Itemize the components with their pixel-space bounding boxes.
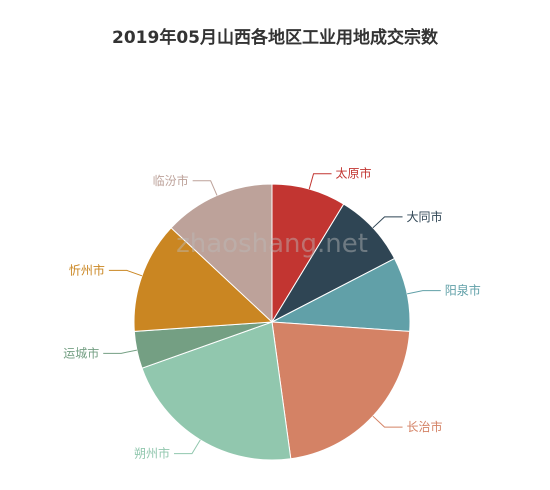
pie-label-line-6 (108, 269, 143, 277)
pie-label-0: 太原市 (336, 166, 372, 181)
chart-title: 2019年05月山西各地区工业用地成交宗数 (112, 27, 439, 48)
pie-label-2: 阳泉市 (445, 283, 481, 298)
pie-label-5: 运城市 (63, 345, 99, 360)
pie-label-line-7 (192, 180, 218, 196)
pie-slice-3 (271, 321, 411, 460)
pie-label-3: 长治市 (407, 419, 443, 434)
pie-label-line-0 (308, 173, 332, 190)
pie-label-1: 大同市 (407, 209, 443, 224)
pie-label-line-1 (372, 216, 403, 229)
pie-slices (133, 183, 411, 461)
pie-label-6: 忻州市 (69, 262, 105, 277)
pie-label-line-3 (372, 415, 403, 428)
pie-label-line-2 (407, 290, 441, 295)
pie-slice-7 (170, 183, 273, 324)
pie-slice-4 (141, 321, 292, 461)
pie-label-7: 临汾市 (153, 173, 189, 188)
pie-label-line-5 (103, 349, 137, 354)
pie-label-4: 朔州市 (134, 446, 170, 461)
pie-label-line-4 (173, 439, 201, 455)
watermark-text: zhaoshang.net (176, 229, 368, 259)
